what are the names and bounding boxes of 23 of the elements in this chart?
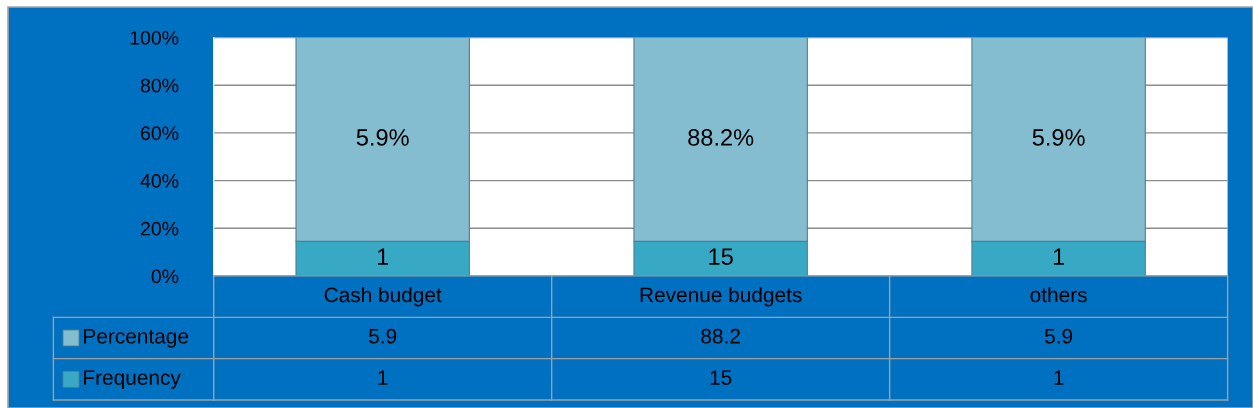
text: 1 [378, 370, 388, 385]
y-tick-label: 0% [151, 269, 179, 284]
text: 1 [1054, 370, 1064, 385]
data-label: 5.9 [369, 328, 397, 344]
text: 15 [710, 370, 732, 385]
category-label: Revenue budgets [640, 286, 802, 307]
category-label: Cash budget [324, 286, 442, 307]
y-tick-label: 20% [141, 221, 179, 236]
y-tick-label: 80% [140, 78, 179, 93]
legend-label: Percentage [84, 329, 189, 348]
annotation: 5.9% [356, 129, 409, 146]
data-label: 1 [1053, 248, 1065, 265]
y-tick-label: 100% [130, 30, 179, 45]
annotation: 5.9% [1032, 129, 1085, 146]
y-tick-label: 40% [140, 174, 179, 188]
data-label: 5.9 [1044, 328, 1073, 344]
data-label: 15 [709, 248, 733, 266]
legend-label: Frequency [84, 370, 181, 390]
category-label: others [1030, 286, 1087, 303]
y-tick-label: 60% [141, 126, 179, 141]
data-label: 1 [377, 248, 389, 265]
annotation: 88.2% [688, 129, 754, 146]
data-label: 88.2 [701, 328, 740, 344]
